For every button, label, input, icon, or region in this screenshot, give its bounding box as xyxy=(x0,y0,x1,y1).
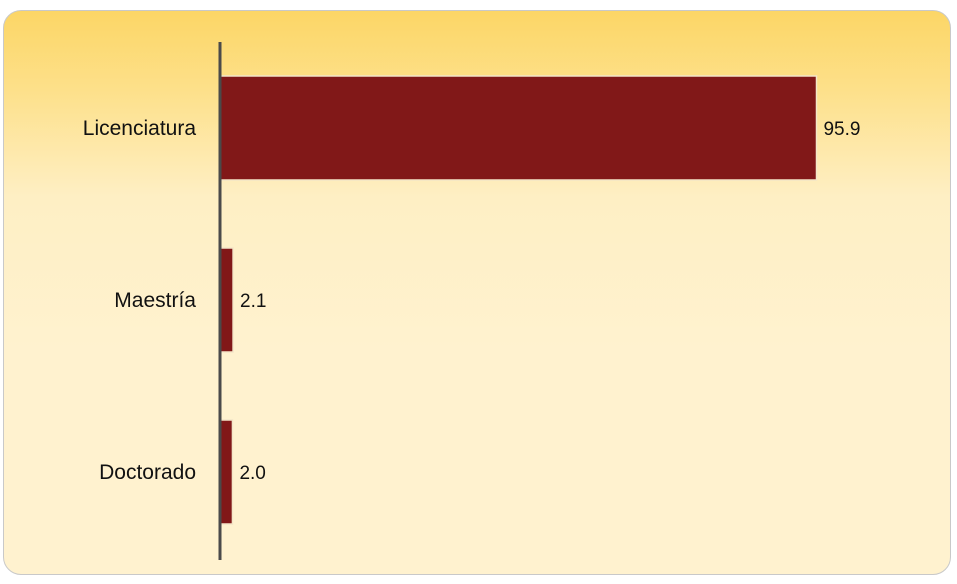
category-label-maestria: Maestría xyxy=(114,289,196,312)
value-label-licenciatura: 95.9 xyxy=(823,119,860,140)
value-label-doctorado: 2.0 xyxy=(239,463,265,484)
value-label-maestria: 2.1 xyxy=(240,291,266,312)
bars-layer xyxy=(219,75,818,525)
bar-licenciatura xyxy=(219,75,818,181)
category-label-licenciatura: Licenciatura xyxy=(83,117,197,140)
bar-doctorado xyxy=(219,419,234,525)
bar-maestria xyxy=(219,247,234,353)
labels-layer: Licenciatura 95.9 Maestría 2.1 Doctorado 2.0 xyxy=(83,117,861,484)
category-label-doctorado: Doctorado xyxy=(99,461,196,484)
